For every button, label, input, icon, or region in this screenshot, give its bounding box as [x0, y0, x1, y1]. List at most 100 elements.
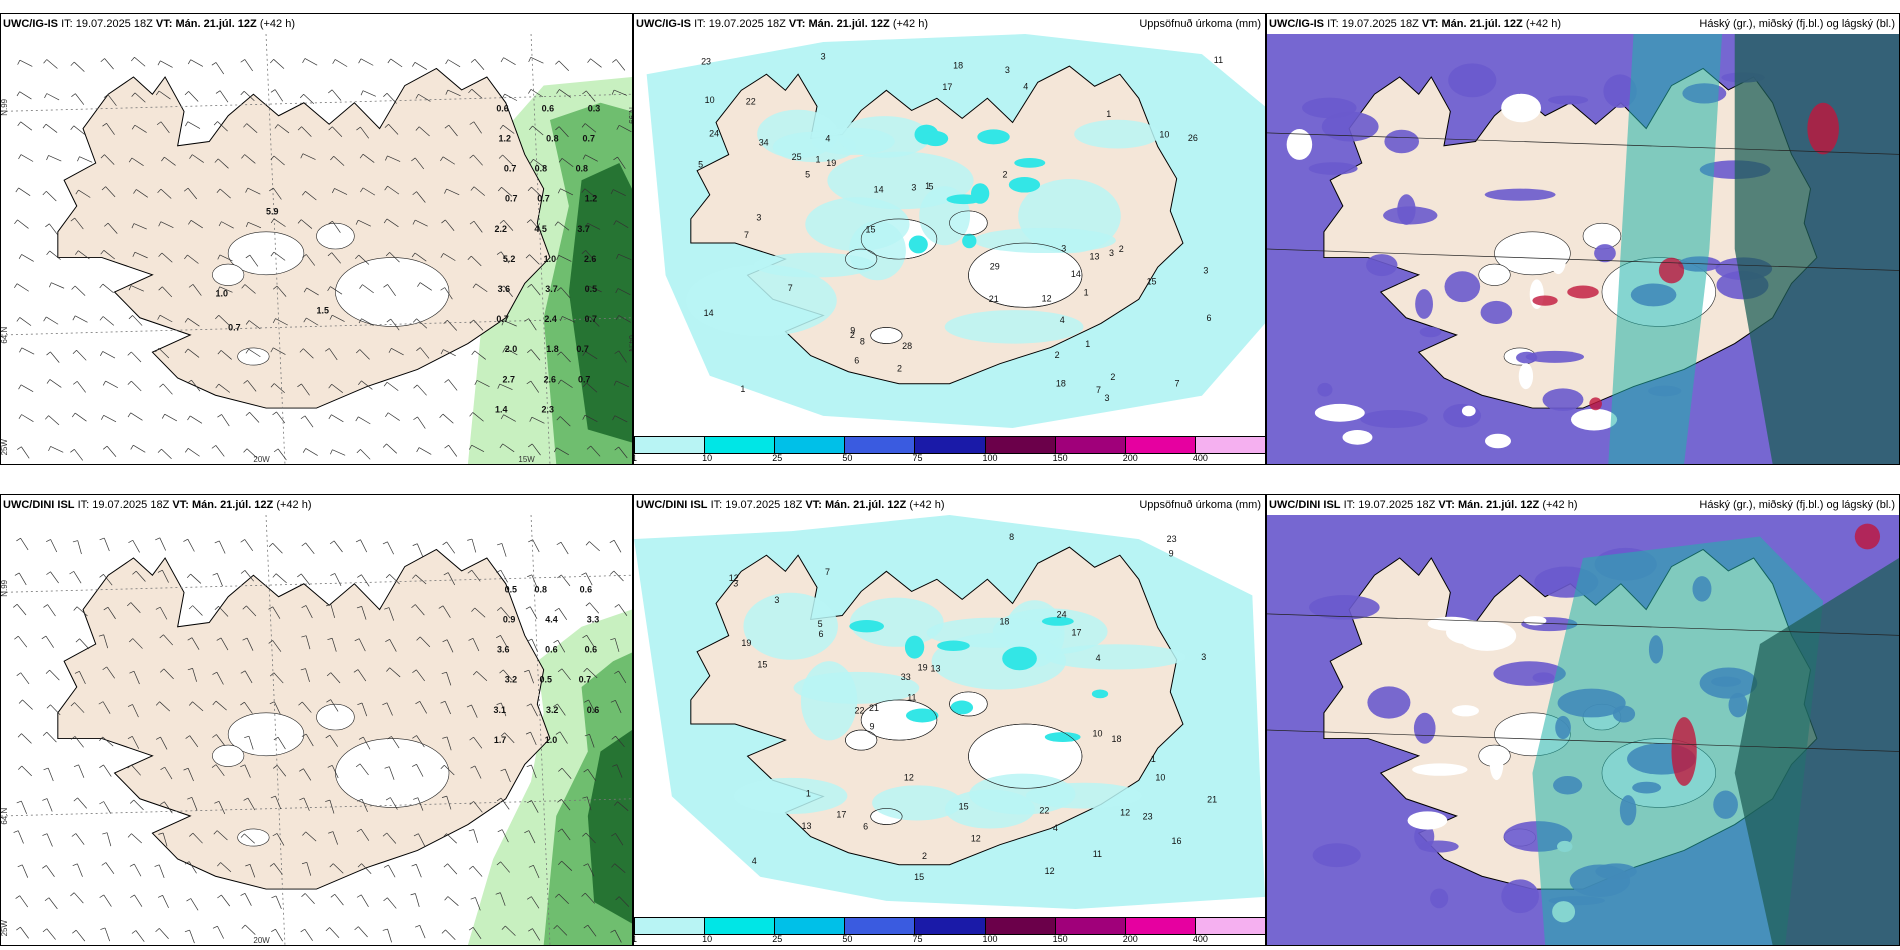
wind-barb-flag	[384, 607, 390, 610]
wind-barb	[617, 156, 626, 169]
colorbar-label: 75	[912, 934, 923, 944]
precip-area-light	[849, 597, 944, 647]
wind-barb-flag	[610, 638, 616, 641]
wind-barb	[162, 570, 169, 583]
wind-barb-flag	[72, 315, 76, 321]
wind-barb	[418, 93, 431, 102]
wind-barb	[586, 382, 598, 393]
precip-value: 5	[805, 169, 810, 179]
wind-barb	[528, 318, 537, 331]
wind-barb	[302, 701, 312, 713]
wind-barb-flag	[155, 90, 160, 96]
wind-barb	[187, 121, 201, 129]
wind-barb-flag	[44, 93, 48, 99]
wind-barb	[418, 833, 426, 847]
wind-barb-flag	[160, 766, 165, 770]
high-cloud-patch	[1383, 206, 1438, 225]
wind-barb-flag	[16, 537, 21, 542]
wind-barb-flag	[71, 833, 77, 837]
wind-barb-flag	[497, 187, 502, 192]
wind-barb-flag	[526, 800, 532, 804]
high-cloud-patch	[1419, 326, 1442, 338]
wind-barb	[277, 737, 286, 750]
model-name: UWC/IG-IS	[3, 18, 58, 30]
wind-barb	[587, 924, 597, 937]
wind-barb	[503, 285, 513, 297]
wind-barb-flag	[415, 924, 420, 928]
wind-barb-flag	[412, 735, 417, 739]
wind-barb	[73, 571, 82, 584]
wind-barb-flag	[415, 94, 419, 99]
wind-barb-flag	[499, 219, 504, 224]
wind-barb	[447, 896, 459, 906]
precip-value: 0.7	[504, 164, 516, 174]
wind-barb-flag	[46, 571, 51, 575]
wind-barb	[590, 58, 602, 68]
wind-barb	[585, 572, 593, 586]
wind-barb	[471, 538, 477, 553]
clear-sky-patch	[1451, 705, 1479, 717]
wind-barb-flag	[270, 251, 275, 257]
wind-barb	[388, 607, 395, 621]
vt-label: VT:	[155, 18, 173, 30]
wind-barb	[105, 862, 115, 875]
wind-barb	[159, 928, 169, 939]
wind-barb	[75, 929, 86, 942]
wind-barb-flag	[240, 701, 245, 706]
wind-barb-flag	[386, 667, 390, 672]
wind-barb-flag	[440, 156, 444, 162]
wind-barb	[414, 219, 428, 227]
wind-barb	[20, 154, 34, 162]
wind-barb	[471, 569, 481, 582]
wind-barb-flag	[127, 833, 132, 838]
colorbar-label: 50	[842, 453, 853, 463]
wind-barb-flag	[325, 799, 331, 802]
wind-barb	[589, 541, 600, 552]
precip-value: 1	[925, 181, 930, 191]
panel-header: UWC/DINI ISL IT: 19.07.2025 18Z VT: Mán.…	[1, 495, 632, 515]
wind-barb-flag	[154, 864, 160, 867]
wind-barb	[532, 928, 541, 941]
wind-barb	[386, 443, 398, 454]
wind-barb-flag	[442, 541, 447, 546]
latitude-line	[1267, 729, 1899, 752]
wind-barb-flag	[103, 606, 109, 611]
wind-barb-flag	[445, 59, 449, 65]
wind-barb	[248, 348, 261, 358]
wind-barb-flag	[70, 61, 75, 66]
colorbar-label: 25	[772, 453, 783, 463]
wind-barb	[50, 351, 60, 363]
wind-barb-flag	[13, 830, 19, 833]
wind-barb	[476, 671, 488, 682]
precip-map: 2812211219231821331013161115102422171915…	[634, 515, 1265, 909]
wind-barb	[79, 671, 86, 685]
precip-value: 13	[801, 821, 811, 831]
wind-barb-flag	[245, 187, 249, 193]
wind-barb	[416, 735, 425, 748]
precip-value: 10	[1159, 129, 1169, 139]
it-label: IT:	[1343, 499, 1356, 511]
wind-barb	[187, 318, 200, 327]
high-cloud-patch	[1542, 388, 1584, 411]
wind-barb-flag	[500, 57, 504, 63]
wind-barb-flag	[613, 380, 617, 386]
wind-barb-flag	[184, 91, 189, 96]
wind-barb	[272, 542, 283, 554]
wind-barb	[531, 764, 537, 779]
wind-barb-flag	[528, 57, 532, 63]
wind-barb-flag	[553, 447, 558, 453]
colorbar-label: 10	[702, 934, 713, 944]
wind-barb	[305, 542, 315, 555]
wind-barb	[16, 283, 29, 292]
precip-value: 12	[1042, 294, 1052, 304]
wind-barb-flag	[585, 316, 590, 321]
wind-barb	[389, 667, 401, 678]
colorbar-label: 10	[702, 453, 713, 463]
wind-barb-flag	[14, 572, 20, 576]
wind-barb-flag	[442, 736, 448, 739]
wind-barb	[333, 540, 343, 553]
wind-barb	[219, 254, 233, 262]
wind-barb-flag	[502, 347, 506, 353]
precip-area-mid	[1044, 732, 1081, 743]
lead-time: (+42 h)	[892, 18, 928, 30]
